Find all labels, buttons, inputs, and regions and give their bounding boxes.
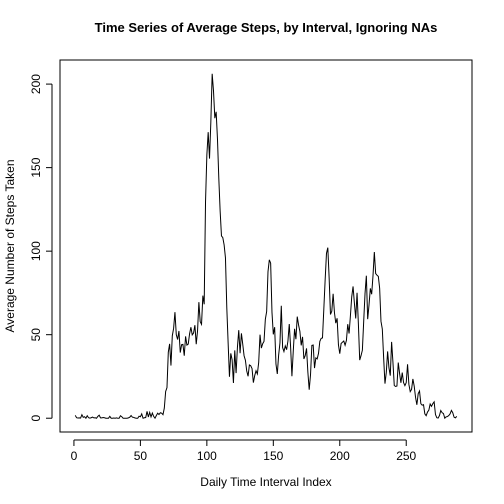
y-tick-label: 100 (29, 241, 43, 261)
y-tick-label: 200 (29, 74, 43, 94)
y-tick-label: 0 (29, 415, 43, 422)
y-tick-label: 150 (29, 157, 43, 177)
data-line (74, 73, 458, 420)
y-axis-label: Average Number of Steps Taken (3, 160, 17, 333)
x-tick-label: 150 (263, 449, 283, 463)
x-tick-label: 100 (197, 449, 217, 463)
x-axis-label: Daily Time Interval Index (200, 475, 331, 489)
x-tick-label: 250 (396, 449, 416, 463)
y-tick-label: 50 (29, 328, 43, 342)
x-tick-label: 200 (330, 449, 350, 463)
plot-frame (59, 59, 473, 433)
chart-title: Time Series of Average Steps, by Interva… (95, 20, 438, 35)
x-tick-label: 50 (134, 449, 148, 463)
x-tick-label: 0 (71, 449, 78, 463)
